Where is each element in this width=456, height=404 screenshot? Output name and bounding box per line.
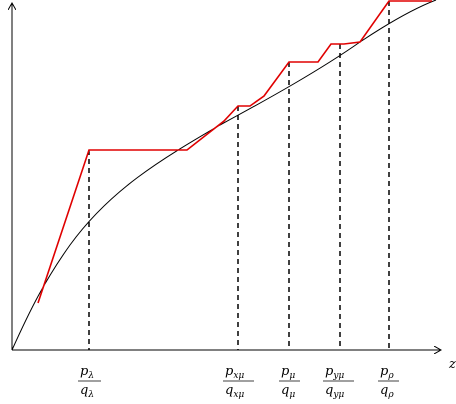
fraction-rho-den-sub: ρ (387, 390, 394, 400)
fraction-ymu-den: q (325, 383, 333, 398)
fraction-xmu-num-sub: xμ (233, 371, 244, 381)
svg-text:pxμ: pxμ (225, 364, 244, 381)
fraction-lambda: pλ qλ (78, 364, 101, 400)
fraction-ymu-num: p (325, 364, 334, 379)
svg-text:qλ: qλ (80, 383, 94, 400)
fraction-xmu-den: q (225, 383, 233, 398)
step-path (37, 0, 432, 304)
fraction-lambda-num-sub: λ (87, 371, 94, 381)
guide-lines (88, 1, 390, 350)
fraction-ymu-den-sub: yμ (332, 390, 344, 400)
fraction-lambda-den-sub: λ (87, 390, 94, 400)
fraction-mu: pμ qμ (279, 364, 300, 400)
svg-text:qρ: qρ (380, 383, 394, 400)
svg-text:pλ: pλ (80, 364, 94, 381)
fraction-mu-num-sub: μ (289, 371, 295, 381)
fraction-mu-den: q (281, 383, 289, 398)
fraction-lambda-den: q (80, 383, 88, 398)
fraction-rho-num: p (380, 364, 389, 379)
fraction-lambda-num: p (80, 364, 89, 379)
fraction-rho-den: q (380, 383, 388, 398)
fraction-xmu: pxμ qxμ (223, 364, 254, 400)
svg-text:qμ: qμ (281, 383, 295, 400)
fraction-xmu-num: p (225, 364, 234, 379)
fraction-rho-num-sub: ρ (387, 371, 394, 381)
fraction-rho: pρ qρ (378, 364, 399, 400)
svg-text:pμ: pμ (281, 364, 295, 381)
fraction-xmu-den-sub: xμ (233, 390, 244, 400)
svg-text:qxμ: qxμ (225, 383, 244, 400)
fraction-ymu-num-sub: yμ (332, 371, 344, 381)
svg-text:pρ: pρ (380, 364, 394, 381)
concave-curve (11, 0, 437, 351)
svg-text:qyμ: qyμ (325, 383, 344, 400)
fraction-mu-num: p (281, 364, 290, 379)
svg-text:pyμ: pyμ (325, 364, 344, 381)
x-axis-label: z (448, 357, 456, 372)
fraction-mu-den-sub: μ (289, 390, 295, 400)
fraction-ymu: pyμ qyμ (323, 364, 354, 400)
